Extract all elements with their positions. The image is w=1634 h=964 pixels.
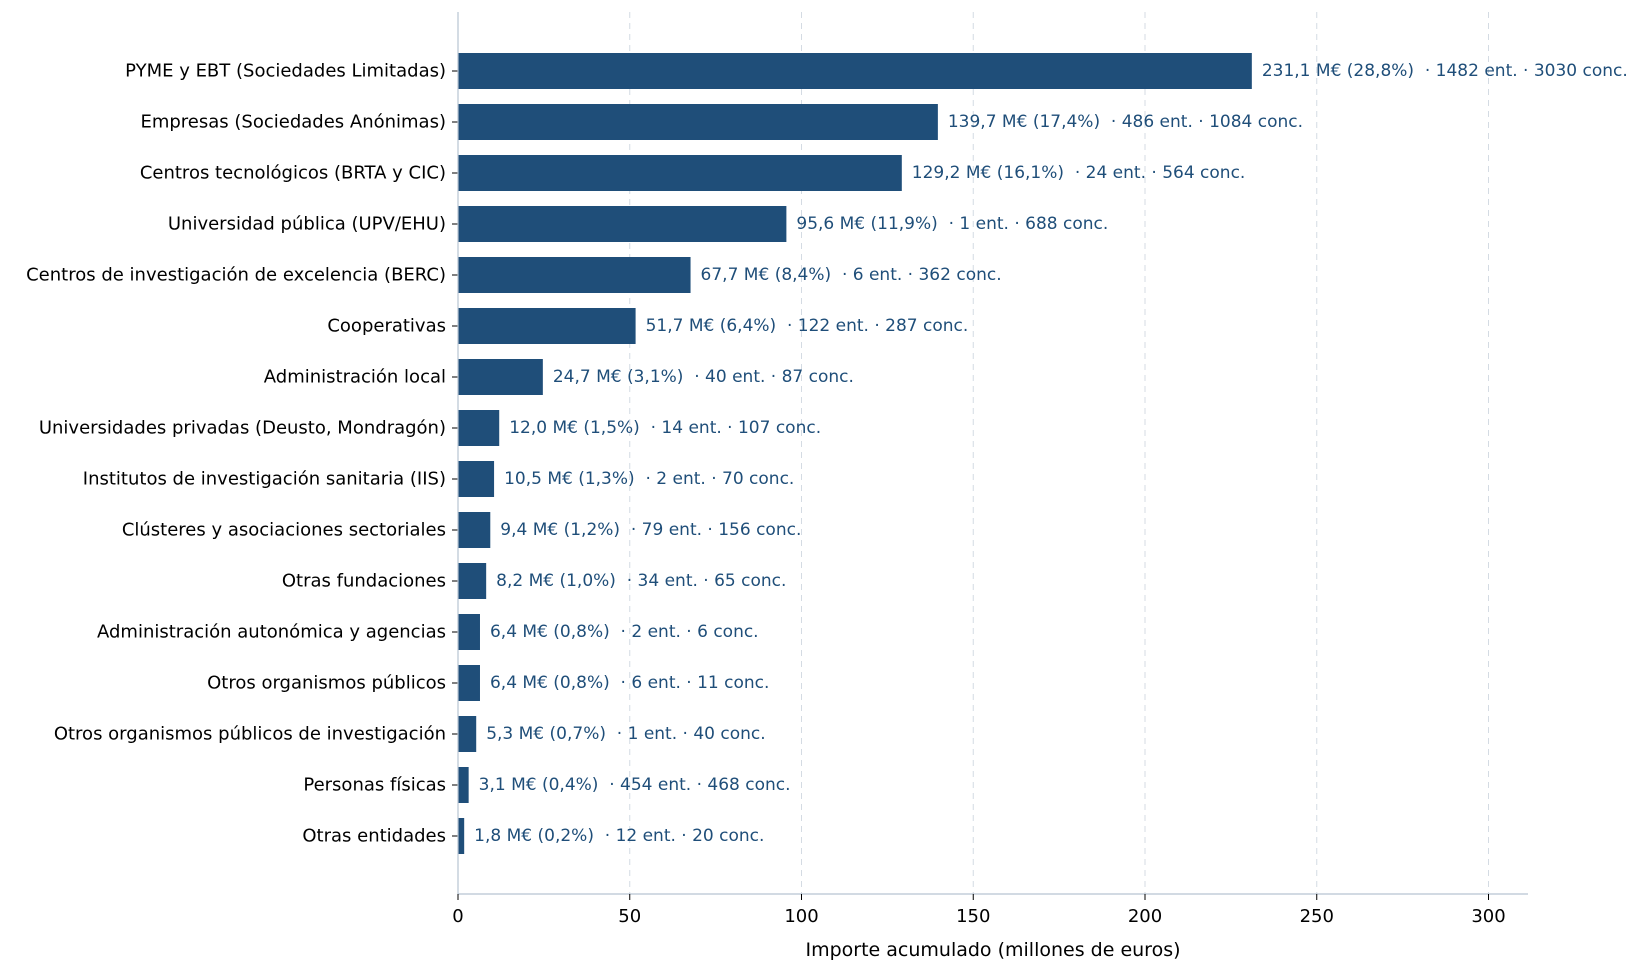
data-label-5: 51,7 M€ (6,4%) · 122 ent. · 287 conc. xyxy=(646,316,969,336)
bar-7 xyxy=(458,410,500,446)
x-tick-label-200: 200 xyxy=(1128,906,1162,927)
category-label-9: Clústeres y asociaciones sectoriales xyxy=(122,520,446,541)
category-label-5: Cooperativas xyxy=(327,316,446,337)
data-label-0: 231,1 M€ (28,8%) · 1482 ent. · 3030 conc… xyxy=(1262,61,1628,81)
category-label-11: Administración autonómica y agencias xyxy=(97,622,446,643)
data-label-8: 10,5 M€ (1,3%) · 2 ent. · 70 conc. xyxy=(504,469,794,489)
bar-15 xyxy=(458,818,465,854)
bars-group xyxy=(458,53,1252,854)
category-label-2: Centros tecnológicos (BRTA y CIC) xyxy=(140,163,446,184)
category-label-4: Centros de investigación de excelencia (… xyxy=(26,265,446,286)
category-label-13: Otros organismos públicos de investigaci… xyxy=(54,724,446,745)
x-tick-label-250: 250 xyxy=(1300,906,1334,927)
data-labels: 231,1 M€ (28,8%) · 1482 ent. · 3030 conc… xyxy=(474,61,1628,846)
data-label-10: 8,2 M€ (1,0%) · 34 ent. · 65 conc. xyxy=(496,571,786,591)
bar-8 xyxy=(458,461,495,497)
category-label-1: Empresas (Sociedades Anónimas) xyxy=(140,112,446,133)
bar-11 xyxy=(458,614,480,650)
bar-3 xyxy=(458,206,787,242)
x-axis-title: Importe acumulado (millones de euros) xyxy=(805,939,1180,961)
x-ticks: 0 50 100 150 200 250 300 xyxy=(452,894,1506,927)
bar-5 xyxy=(458,308,636,344)
bar-1 xyxy=(458,104,938,140)
bar-14 xyxy=(458,767,469,803)
data-label-1: 139,7 M€ (17,4%) · 486 ent. · 1084 conc. xyxy=(948,112,1303,132)
grid-lines xyxy=(629,12,1489,894)
x-tick-label-0: 0 xyxy=(452,906,463,927)
data-label-15: 1,8 M€ (0,2%) · 12 ent. · 20 conc. xyxy=(474,826,764,846)
data-label-4: 67,7 M€ (8,4%) · 6 ent. · 362 conc. xyxy=(701,265,1002,285)
bar-9 xyxy=(458,512,491,548)
data-label-11: 6,4 M€ (0,8%) · 2 ent. · 6 conc. xyxy=(490,622,759,642)
bar-10 xyxy=(458,563,487,599)
x-tick-label-150: 150 xyxy=(956,906,990,927)
data-label-2: 129,2 M€ (16,1%) · 24 ent. · 564 conc. xyxy=(912,163,1246,183)
bar-4 xyxy=(458,257,691,293)
bar-0 xyxy=(458,53,1252,89)
data-label-14: 3,1 M€ (0,4%) · 454 ent. · 468 conc. xyxy=(479,775,791,795)
category-label-7: Universidades privadas (Deusto, Mondragó… xyxy=(39,418,446,439)
bar-6 xyxy=(458,359,543,395)
bar-2 xyxy=(458,155,902,191)
category-label-15: Otras entidades xyxy=(302,826,446,847)
category-labels: PYME y EBT (Sociedades Limitadas) Empresa… xyxy=(26,61,446,847)
axes xyxy=(452,12,1528,895)
x-tick-label-100: 100 xyxy=(784,906,818,927)
category-label-6: Administración local xyxy=(264,367,446,388)
data-label-9: 9,4 M€ (1,2%) · 79 ent. · 156 conc. xyxy=(500,520,801,540)
category-label-12: Otros organismos públicos xyxy=(207,673,446,694)
x-tick-label-50: 50 xyxy=(618,906,641,927)
data-label-13: 5,3 M€ (0,7%) · 1 ent. · 40 conc. xyxy=(486,724,765,744)
category-label-8: Institutos de investigación sanitaria (I… xyxy=(83,469,446,490)
category-label-0: PYME y EBT (Sociedades Limitadas) xyxy=(125,61,446,82)
data-label-7: 12,0 M€ (1,5%) · 14 ent. · 107 conc. xyxy=(509,418,821,438)
category-label-14: Personas físicas xyxy=(303,775,446,796)
data-label-12: 6,4 M€ (0,8%) · 6 ent. · 11 conc. xyxy=(490,673,769,693)
category-label-3: Universidad pública (UPV/EHU) xyxy=(168,214,446,235)
x-tick-label-300: 300 xyxy=(1471,906,1505,927)
bar-13 xyxy=(458,716,477,752)
data-label-3: 95,6 M€ (11,9%) · 1 ent. · 688 conc. xyxy=(796,214,1108,234)
bar-12 xyxy=(458,665,480,701)
data-label-6: 24,7 M€ (3,1%) · 40 ent. · 87 conc. xyxy=(553,367,854,387)
category-label-10: Otras fundaciones xyxy=(282,571,446,592)
